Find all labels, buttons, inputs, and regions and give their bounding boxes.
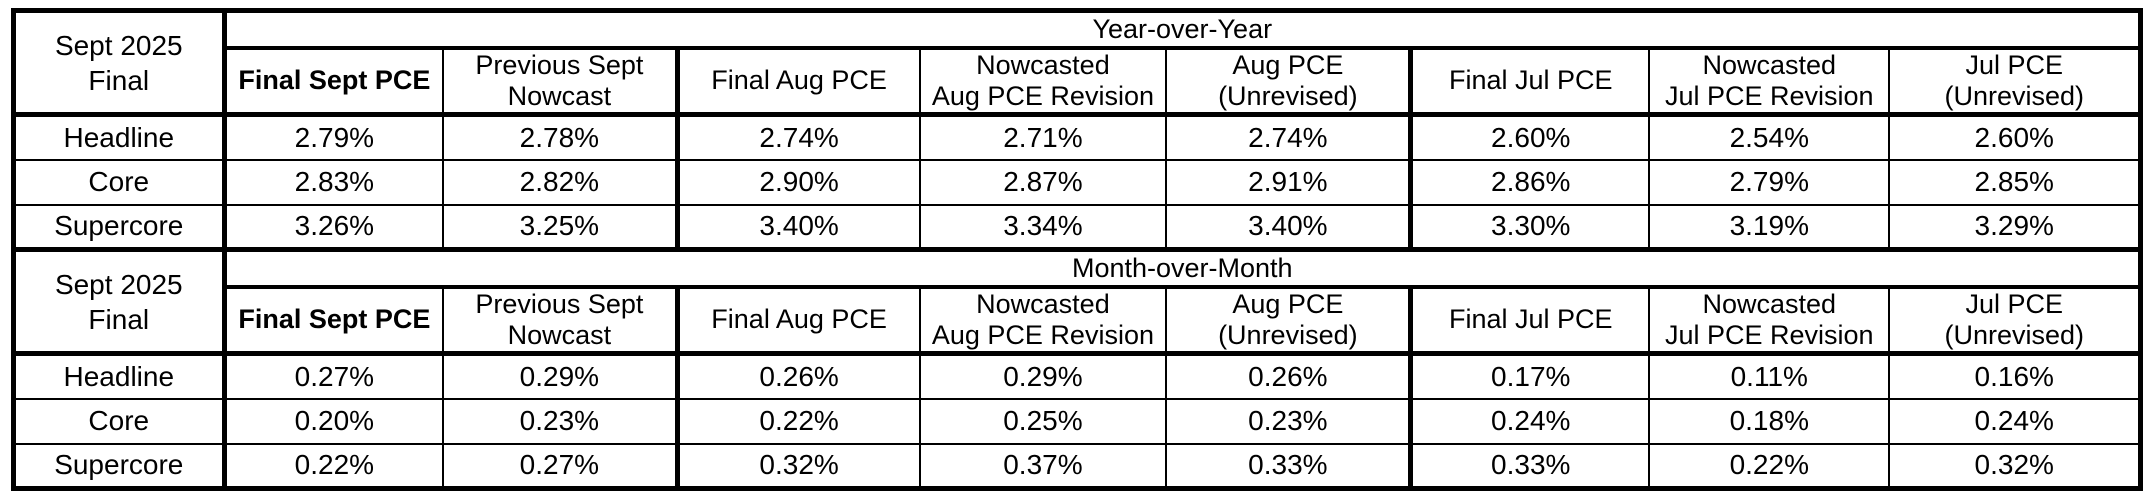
value-cell-core-nowcasted-jul-pce-revision: 0.18%: [1648, 397, 1891, 445]
page: Sept 2025 Final Year-over-Year Final Sept P…: [11, 8, 2143, 491]
value-cell-headline-nowcasted-jul-pce-revision: 0.11%: [1648, 352, 1891, 400]
row-label-core: Core: [12, 397, 226, 445]
value-cell-core-previous-sept-nowcast: 2.82%: [442, 158, 679, 206]
col-header-final-aug-pce: Final Aug PCE: [674, 46, 921, 117]
value-cell-supercore-nowcasted-aug-pce-revision: 0.37%: [918, 442, 1168, 490]
value-cell-supercore-final-sept-pce: 3.26%: [221, 203, 445, 251]
pce-nowcast-table: Sept 2025 Final Year-over-Year Final Sept P…: [11, 8, 2143, 491]
corner-label: Sept 2025 Final: [12, 248, 227, 356]
value-cell-core-final-sept-pce: 0.20%: [221, 397, 445, 445]
table-row-core: Core 0.20% 0.23% 0.22% 0.25% 0.23% 0.24% 0.18% 0…: [12, 397, 2142, 445]
value-cell-headline-jul-pce-unrevised: 0.16%: [1888, 352, 2142, 400]
value-cell-core-nowcasted-jul-pce-revision: 2.79%: [1648, 158, 1891, 206]
value-cell-supercore-previous-sept-nowcast: 0.27%: [442, 442, 679, 490]
value-cell-supercore-final-jul-pce: 3.30%: [1408, 203, 1651, 251]
table-row-headline: Headline 2.79% 2.78% 2.74% 2.71% 2.74% 2.60% 2.…: [12, 113, 2142, 161]
value-cell-supercore-jul-pce-unrevised: 3.29%: [1888, 203, 2142, 251]
table-row-supercore: Supercore 0.22% 0.27% 0.32% 0.37% 0.33% 0.33% 0…: [12, 442, 2142, 490]
value-cell-core-aug-pce-unrevised: 2.91%: [1165, 158, 1412, 206]
value-cell-supercore-final-sept-pce: 0.22%: [221, 442, 445, 490]
value-cell-headline-jul-pce-unrevised: 2.60%: [1888, 113, 2142, 161]
table-row-headline: Headline 0.27% 0.29% 0.26% 0.29% 0.26% 0.17% 0.…: [12, 352, 2142, 400]
col-header-jul-pce-unrevised: Jul PCE (Unrevised): [1888, 46, 2142, 117]
row-label-supercore: Supercore: [12, 203, 226, 251]
col-header-aug-pce-unrevised: Aug PCE (Unrevised): [1165, 46, 1412, 117]
value-cell-core-final-aug-pce: 0.22%: [674, 397, 921, 445]
value-cell-headline-aug-pce-unrevised: 2.74%: [1165, 113, 1412, 161]
value-cell-headline-previous-sept-nowcast: 0.29%: [442, 352, 679, 400]
col-header-aug-pce-unrevised: Aug PCE (Unrevised): [1165, 285, 1412, 356]
section-month-over-month: Sept 2025 Final Month-over-Month Final Sept…: [12, 248, 2142, 490]
table-row-core: Core 2.83% 2.82% 2.90% 2.87% 2.91% 2.86% 2.79% 2…: [12, 158, 2142, 206]
value-cell-headline-previous-sept-nowcast: 2.78%: [442, 113, 679, 161]
value-cell-supercore-nowcasted-jul-pce-revision: 0.22%: [1648, 442, 1891, 490]
value-cell-core-final-jul-pce: 2.86%: [1408, 158, 1651, 206]
value-cell-supercore-previous-sept-nowcast: 3.25%: [442, 203, 679, 251]
section-title-year-over-year: Year-over-Year: [223, 9, 2142, 50]
row-label-headline: Headline: [12, 352, 226, 400]
value-cell-core-jul-pce-unrevised: 2.85%: [1888, 158, 2142, 206]
col-header-previous-sept-nowcast: Previous Sept Nowcast: [442, 285, 679, 356]
col-header-final-aug-pce: Final Aug PCE: [674, 285, 921, 356]
value-cell-core-nowcasted-aug-pce-revision: 2.87%: [918, 158, 1168, 206]
value-cell-headline-final-sept-pce: 2.79%: [221, 113, 445, 161]
value-cell-core-jul-pce-unrevised: 0.24%: [1888, 397, 2142, 445]
col-header-final-jul-pce: Final Jul PCE: [1408, 46, 1651, 117]
col-header-final-jul-pce: Final Jul PCE: [1408, 285, 1651, 356]
value-cell-core-nowcasted-aug-pce-revision: 0.25%: [918, 397, 1168, 445]
value-cell-core-final-jul-pce: 0.24%: [1408, 397, 1651, 445]
col-header-nowcasted-aug-pce-revision: Nowcasted Aug PCE Revision: [918, 285, 1168, 356]
section-year-over-year: Sept 2025 Final Year-over-Year Final Sept P…: [12, 9, 2142, 251]
value-cell-headline-aug-pce-unrevised: 0.26%: [1165, 352, 1412, 400]
row-label-core: Core: [12, 158, 226, 206]
col-header-nowcasted-jul-pce-revision: Nowcasted Jul PCE Revision: [1648, 285, 1891, 356]
value-cell-headline-final-jul-pce: 0.17%: [1408, 352, 1651, 400]
value-cell-core-final-aug-pce: 2.90%: [674, 158, 921, 206]
row-label-supercore: Supercore: [12, 442, 226, 490]
value-cell-supercore-nowcasted-aug-pce-revision: 3.34%: [918, 203, 1168, 251]
value-cell-core-aug-pce-unrevised: 0.23%: [1165, 397, 1412, 445]
value-cell-headline-final-aug-pce: 2.74%: [674, 113, 921, 161]
value-cell-headline-nowcasted-jul-pce-revision: 2.54%: [1648, 113, 1891, 161]
section-title-month-over-month: Month-over-Month: [223, 248, 2142, 289]
col-header-nowcasted-aug-pce-revision: Nowcasted Aug PCE Revision: [918, 46, 1168, 117]
value-cell-headline-nowcasted-aug-pce-revision: 2.71%: [918, 113, 1168, 161]
row-label-headline: Headline: [12, 113, 226, 161]
value-cell-headline-nowcasted-aug-pce-revision: 0.29%: [918, 352, 1168, 400]
table-row-supercore: Supercore 3.26% 3.25% 3.40% 3.34% 3.40% 3.30% 3…: [12, 203, 2142, 251]
value-cell-supercore-nowcasted-jul-pce-revision: 3.19%: [1648, 203, 1891, 251]
value-cell-supercore-final-aug-pce: 0.32%: [674, 442, 921, 490]
value-cell-core-final-sept-pce: 2.83%: [221, 158, 445, 206]
col-header-final-sept-pce: Final Sept PCE: [221, 46, 445, 117]
corner-label: Sept 2025 Final: [12, 9, 227, 117]
col-header-final-sept-pce: Final Sept PCE: [221, 285, 445, 356]
value-cell-supercore-jul-pce-unrevised: 0.32%: [1888, 442, 2142, 490]
col-header-previous-sept-nowcast: Previous Sept Nowcast: [442, 46, 679, 117]
value-cell-supercore-final-aug-pce: 3.40%: [674, 203, 921, 251]
col-header-nowcasted-jul-pce-revision: Nowcasted Jul PCE Revision: [1648, 46, 1891, 117]
value-cell-headline-final-aug-pce: 0.26%: [674, 352, 921, 400]
value-cell-supercore-aug-pce-unrevised: 3.40%: [1165, 203, 1412, 251]
value-cell-headline-final-jul-pce: 2.60%: [1408, 113, 1651, 161]
value-cell-headline-final-sept-pce: 0.27%: [221, 352, 445, 400]
value-cell-supercore-final-jul-pce: 0.33%: [1408, 442, 1651, 490]
col-header-jul-pce-unrevised: Jul PCE (Unrevised): [1888, 285, 2142, 356]
value-cell-supercore-aug-pce-unrevised: 0.33%: [1165, 442, 1412, 490]
value-cell-core-previous-sept-nowcast: 0.23%: [442, 397, 679, 445]
